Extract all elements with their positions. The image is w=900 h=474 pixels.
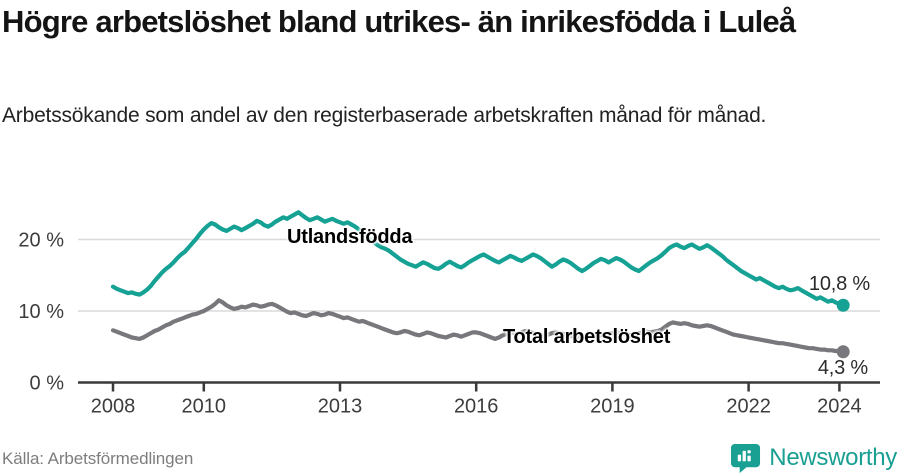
end-value-label-total: 4,3 % (817, 357, 868, 379)
x-tick-label-2010: 2010 (182, 396, 227, 418)
x-tick-label-2013: 2013 (318, 396, 363, 418)
series-label-total-arbetsloshet: Total arbetslöshet (503, 326, 671, 348)
x-tick-label-2024: 2024 (817, 396, 862, 418)
end-value-label-utlandsfodda: 10,8 % (808, 273, 870, 295)
x-tick-label-2008: 2008 (91, 396, 136, 418)
page-title: Högre arbetslöshet bland utrikes- än inr… (2, 4, 796, 39)
y-tick-label-0: 0 % (30, 373, 65, 395)
newsworthy-logo-text: Newsworthy (769, 443, 897, 471)
newsworthy-logo[interactable]: Newsworthy (730, 442, 897, 473)
end-dot-total (836, 345, 850, 359)
y-tick-label-20: 20 % (18, 230, 64, 252)
line-series-utlandsfodda (110, 210, 846, 308)
x-tick-label-2016: 2016 (454, 396, 499, 418)
y-tick-label-10: 10 % (18, 301, 64, 323)
x-tick-label-2019: 2019 (590, 396, 635, 418)
line-series-total (110, 298, 846, 354)
source-credit: Källa: Arbetsförmedlingen (2, 449, 194, 468)
end-dot-utlandsfodda (836, 298, 850, 312)
newsworthy-logo-icon (731, 443, 761, 473)
x-tick-label-2022: 2022 (726, 396, 771, 418)
series-label-utlandsfodda: Utlandsfödda (287, 226, 413, 248)
page-subtitle: Arbetssökande som andel av den registerb… (2, 104, 767, 127)
